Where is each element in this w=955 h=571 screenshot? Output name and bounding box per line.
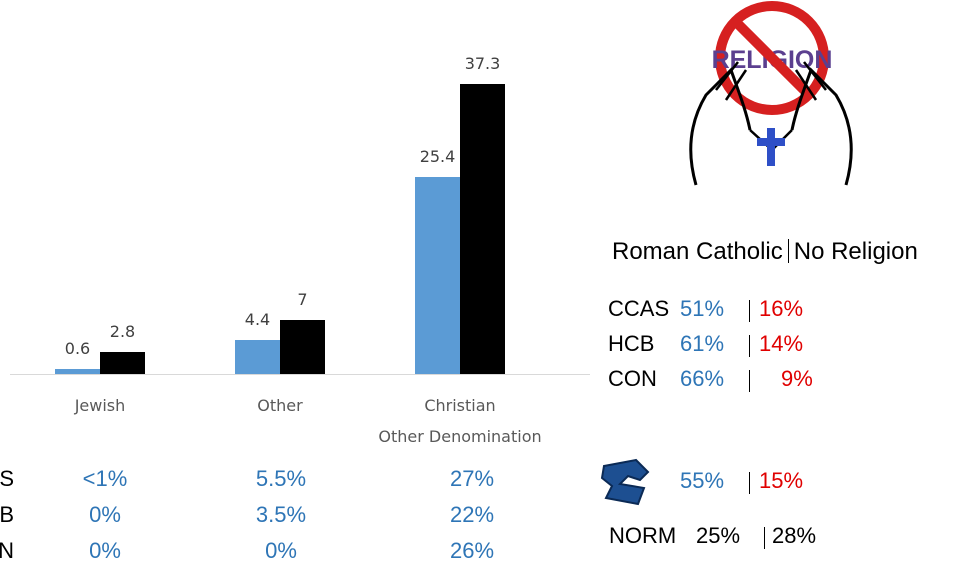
x-tick-label: Jewish (75, 390, 126, 421)
bar (415, 177, 460, 374)
bar (280, 320, 325, 374)
bar (235, 340, 280, 374)
data-label: 2.8 (110, 322, 135, 341)
cell: 22% (450, 502, 494, 528)
row-label: HCB (0, 502, 14, 528)
header-catholic: Roman Catholic (612, 238, 783, 265)
cell: 0% (265, 538, 297, 564)
data-label: 4.4 (245, 310, 270, 329)
cell: 5.5% (256, 466, 306, 492)
row-label: CON (0, 538, 14, 564)
none-pct: 15% (759, 468, 803, 494)
cell: 0% (89, 538, 121, 564)
cell: 3.5% (256, 502, 306, 528)
baseline (10, 374, 590, 375)
catholic-pct: 51% (680, 296, 724, 322)
divider (749, 472, 750, 494)
catholic-pct: 25% (696, 523, 740, 549)
row-label: CCAS (608, 296, 669, 322)
x-tick-label: Other (257, 390, 302, 421)
none-pct: 28% (772, 523, 816, 549)
row-label: CON (608, 366, 657, 392)
bar (55, 369, 100, 374)
cell: 0% (89, 502, 121, 528)
no-religion-icon: RELIGION (676, 0, 866, 188)
data-label: 37.3 (465, 54, 501, 73)
divider (749, 335, 750, 357)
panel-header: Roman Catholic No Religion (612, 238, 918, 266)
bar (460, 84, 505, 374)
none-pct: 9% (781, 366, 813, 392)
divider (764, 527, 765, 549)
data-label: 25.4 (420, 147, 456, 166)
none-pct: 16% (759, 296, 803, 322)
none-pct: 14% (759, 331, 803, 357)
bar (100, 352, 145, 374)
x-tick-label: Christian Other Denomination (378, 390, 541, 452)
creighton-logo (598, 458, 654, 506)
catholic-pct: 55% (680, 468, 724, 494)
catholic-pct: 61% (680, 331, 724, 357)
catholic-pct: 66% (680, 366, 724, 392)
row-label: HCB (608, 331, 654, 357)
slide: RELIGION Roman Catholic No Religion Jewis… (0, 0, 955, 571)
divider (749, 300, 750, 322)
cell: 27% (450, 466, 494, 492)
data-label: 7 (297, 290, 307, 309)
cell: 26% (450, 538, 494, 564)
divider (749, 370, 750, 392)
cell: <1% (83, 466, 128, 492)
row-label: NORM (609, 523, 676, 549)
header-none: No Religion (794, 238, 918, 265)
row-label: CCAS (0, 466, 14, 492)
data-label: 0.6 (65, 339, 90, 358)
